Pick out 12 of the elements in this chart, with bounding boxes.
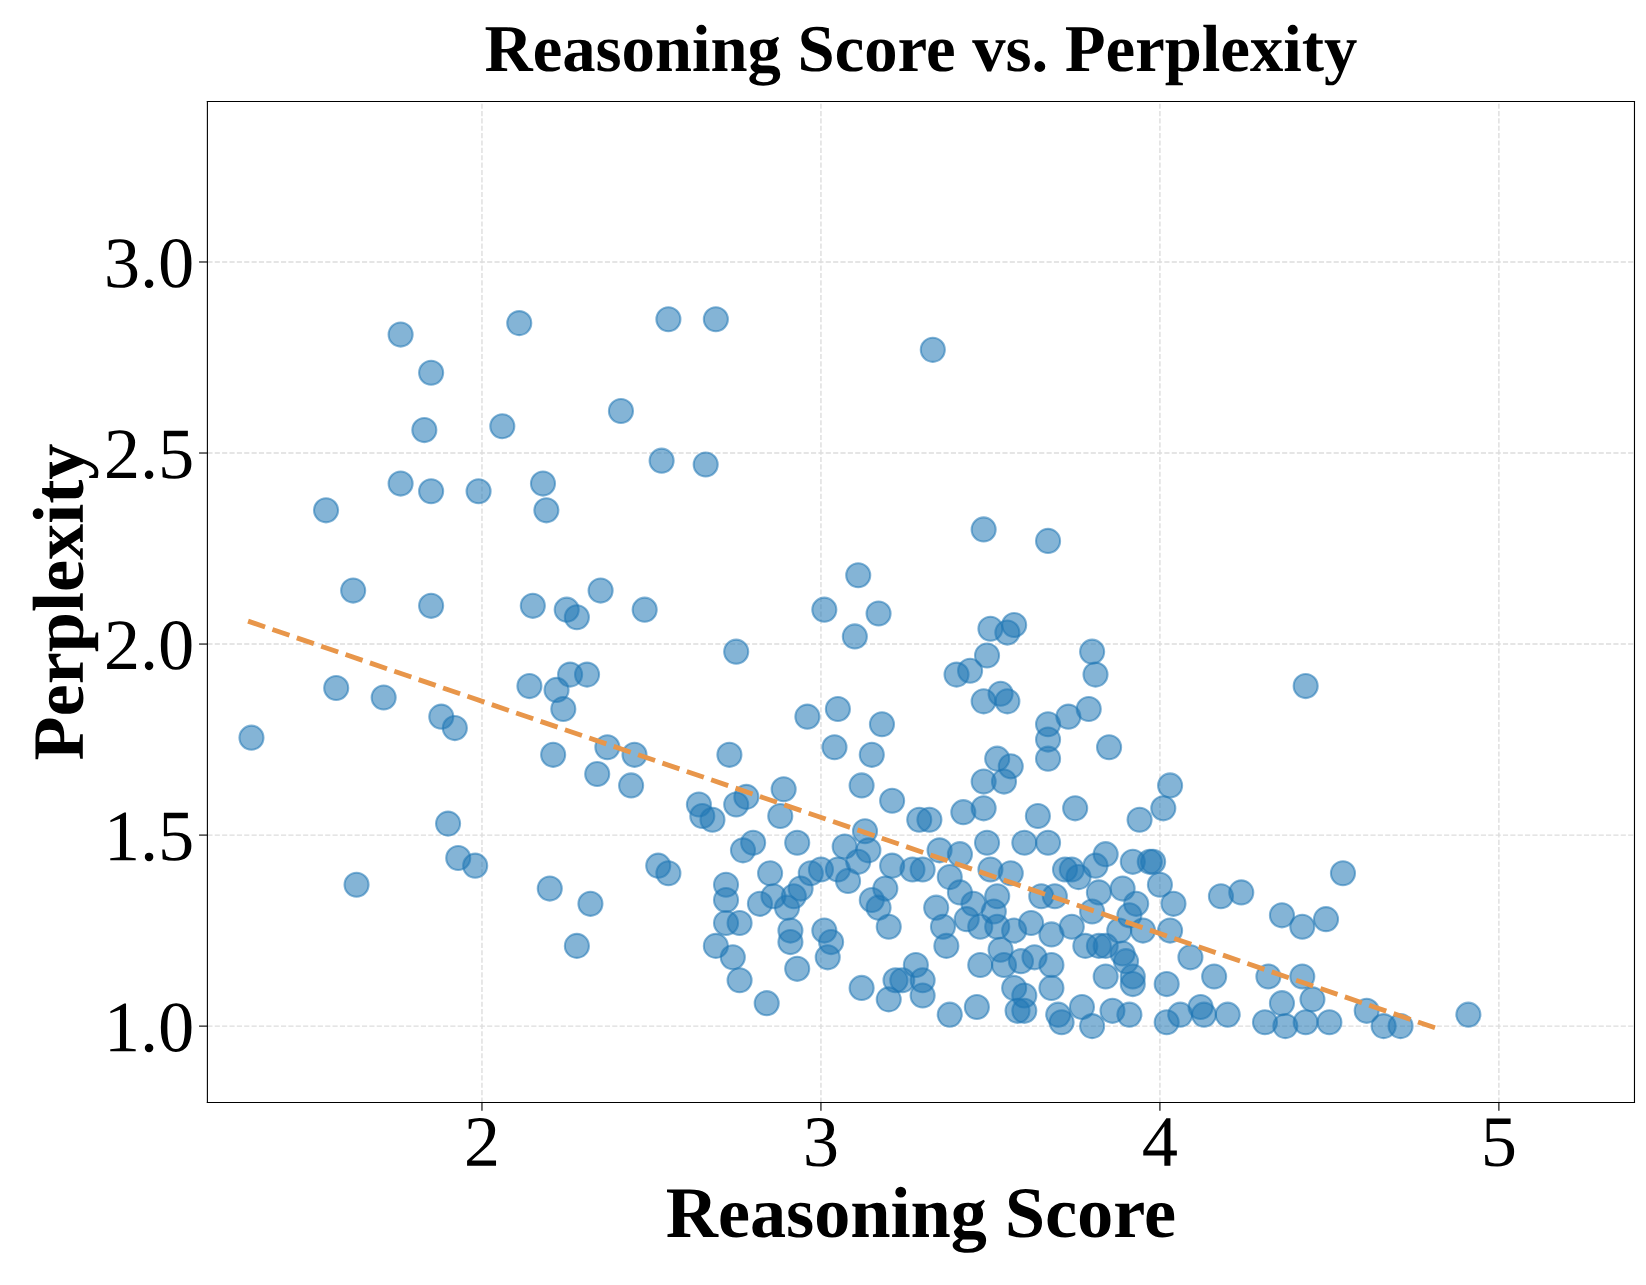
y-tick-label: 2.0 — [107, 621, 192, 671]
y-tick-label: 1.5 — [110, 812, 192, 862]
x-tick-label: 3 — [806, 1118, 837, 1167]
chart-title: Reasoning Score vs. Perplexity — [485, 24, 1357, 86]
y-tick-label: 3.0 — [107, 239, 192, 289]
x-tick-label: 2 — [467, 1118, 497, 1166]
x-axis-title: Reasoning Score — [667, 1186, 1175, 1253]
y-tick-label: 1.0 — [110, 1003, 192, 1053]
x-tick-label: 4 — [1143, 1118, 1177, 1166]
x-tick-label: 5 — [1485, 1118, 1515, 1167]
y-axis-title: Perplexity — [32, 444, 99, 760]
y-tick-label: 2.5 — [107, 430, 192, 480]
